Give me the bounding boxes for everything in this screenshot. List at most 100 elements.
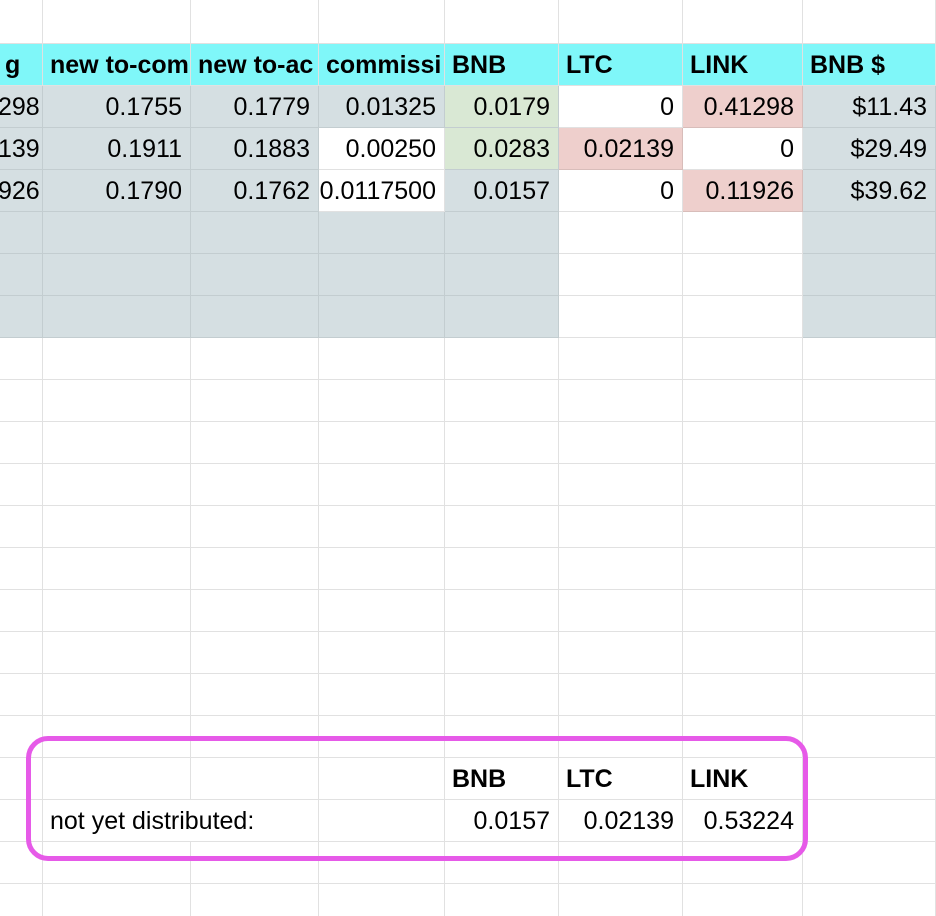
empty-cell[interactable] [319,590,445,632]
summary-header-cell[interactable]: BNB [445,758,559,800]
data-cell[interactable]: 139 [0,128,43,170]
empty-cell[interactable] [445,422,559,464]
empty-cell[interactable] [445,632,559,674]
empty-cell[interactable] [559,674,683,716]
data-cell[interactable]: 0.0117500 [319,170,445,212]
empty-cell[interactable] [803,590,936,632]
empty-cell[interactable] [445,674,559,716]
empty-cell[interactable] [559,842,683,884]
empty-cell[interactable] [445,212,559,254]
empty-cell[interactable] [319,254,445,296]
data-cell[interactable]: 0.00250 [319,128,445,170]
empty-cell[interactable] [319,842,445,884]
empty-cell[interactable] [803,338,936,380]
empty-cell[interactable] [559,380,683,422]
empty-cell[interactable] [445,254,559,296]
data-cell[interactable]: 926 [0,170,43,212]
empty-cell[interactable] [683,842,803,884]
data-cell[interactable]: 0.01325 [319,86,445,128]
data-cell[interactable]: 0 [683,128,803,170]
empty-cell[interactable] [43,254,191,296]
empty-cell[interactable] [43,422,191,464]
empty-cell[interactable] [319,296,445,338]
summary-header-cell[interactable]: LTC [559,758,683,800]
data-cell[interactable]: $11.43 [803,86,936,128]
empty-cell[interactable] [683,632,803,674]
empty-cell[interactable] [445,464,559,506]
empty-cell[interactable] [0,548,43,590]
empty-cell[interactable] [43,674,191,716]
empty-cell[interactable] [445,716,559,758]
empty-cell[interactable] [803,800,936,842]
empty-cell[interactable] [191,800,319,842]
empty-cell[interactable] [0,464,43,506]
header-cell[interactable]: LTC [559,44,683,86]
empty-cell[interactable] [683,0,803,44]
empty-cell[interactable] [0,884,43,916]
empty-cell[interactable] [191,674,319,716]
empty-cell[interactable] [191,254,319,296]
empty-cell[interactable] [559,212,683,254]
empty-cell[interactable] [191,548,319,590]
empty-cell[interactable] [683,884,803,916]
empty-cell[interactable] [559,716,683,758]
empty-cell[interactable] [559,464,683,506]
data-cell[interactable]: 0.1790 [43,170,191,212]
empty-cell[interactable] [559,0,683,44]
summary-label-cell[interactable]: not yet distributed: [43,800,254,842]
empty-cell[interactable] [191,338,319,380]
empty-cell[interactable] [191,884,319,916]
empty-cell[interactable] [0,254,43,296]
empty-cell[interactable] [319,548,445,590]
empty-cell[interactable] [319,0,445,44]
empty-cell[interactable] [559,548,683,590]
empty-cell[interactable] [803,548,936,590]
empty-cell[interactable] [43,464,191,506]
empty-cell[interactable] [803,674,936,716]
data-cell[interactable]: 0.1883 [191,128,319,170]
data-cell[interactable]: 0.1755 [43,86,191,128]
empty-cell[interactable] [683,296,803,338]
summary-value-cell[interactable]: 0.02139 [559,800,683,842]
empty-cell[interactable] [445,548,559,590]
empty-cell[interactable] [559,338,683,380]
empty-cell[interactable] [803,506,936,548]
data-cell[interactable]: 0.1911 [43,128,191,170]
data-cell[interactable]: 0.1762 [191,170,319,212]
header-cell[interactable]: BNB $ [803,44,936,86]
data-cell[interactable]: 298 [0,86,43,128]
empty-cell[interactable] [445,296,559,338]
empty-cell[interactable] [683,380,803,422]
empty-cell[interactable] [43,506,191,548]
empty-cell[interactable] [319,212,445,254]
empty-cell[interactable] [191,716,319,758]
data-cell[interactable]: 0 [559,86,683,128]
empty-cell[interactable] [0,632,43,674]
empty-cell[interactable] [803,0,936,44]
empty-cell[interactable] [0,422,43,464]
empty-cell[interactable] [191,212,319,254]
empty-cell[interactable] [0,842,43,884]
empty-cell[interactable] [191,296,319,338]
empty-cell[interactable] [319,506,445,548]
empty-cell[interactable] [559,884,683,916]
empty-cell[interactable] [559,296,683,338]
empty-cell[interactable] [803,380,936,422]
header-cell[interactable]: new to-ac [191,44,319,86]
empty-cell[interactable] [0,800,43,842]
empty-cell[interactable] [803,254,936,296]
empty-cell[interactable] [803,464,936,506]
empty-cell[interactable] [445,590,559,632]
header-cell[interactable]: LINK [683,44,803,86]
empty-cell[interactable] [0,212,43,254]
empty-cell[interactable] [43,884,191,916]
data-cell[interactable]: 0.02139 [559,128,683,170]
header-cell[interactable]: BNB [445,44,559,86]
empty-cell[interactable] [191,632,319,674]
empty-cell[interactable] [0,590,43,632]
header-cell[interactable]: commissi [319,44,445,86]
empty-cell[interactable] [0,506,43,548]
empty-cell[interactable] [445,884,559,916]
empty-cell[interactable] [445,506,559,548]
header-cell[interactable]: new to-com [43,44,191,86]
